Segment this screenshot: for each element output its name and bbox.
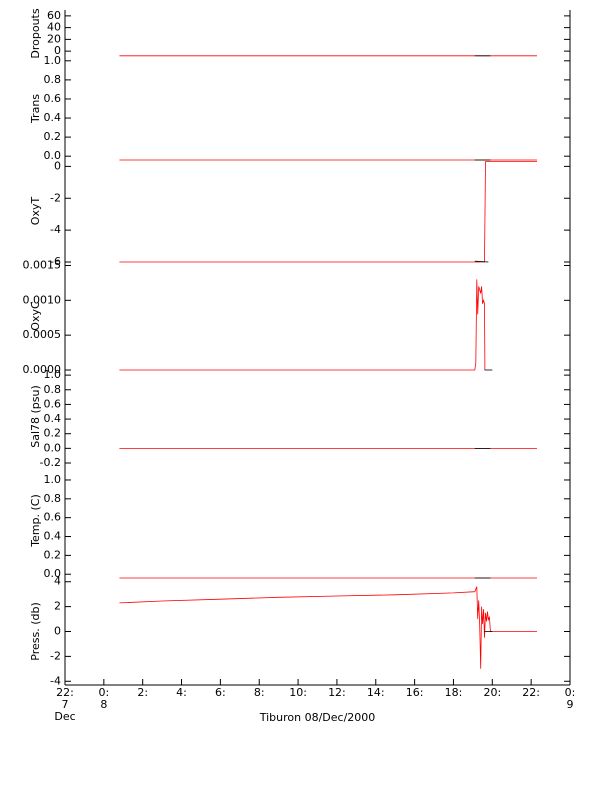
y-tick-label: 20 [47,32,61,45]
y-tick-label: -4 [50,674,61,687]
y-tick-label: 2 [54,600,61,613]
y-axis-label: Dropouts [29,8,42,58]
y-tick-label: 60 [47,9,61,22]
y-tick-label: -2 [50,191,61,204]
y-tick-label: -6 [50,255,61,268]
y-axis-label: OxyC [29,301,42,331]
date-label: 7 [62,698,69,711]
y-tick-label: 1.0 [44,368,62,381]
x-tick-label: 2: [137,686,148,699]
x-tick-label: 0: [565,686,576,699]
date-label: 8 [100,698,107,711]
y-tick-label: 0.0 [44,441,62,454]
date-label: 9 [567,698,574,711]
y-tick-label: 0.0010 [23,293,62,306]
y-tick-label: 0 [54,625,61,638]
x-axis-label: Tiburon 08/Dec/2000 [259,711,376,724]
y-tick-label: 0.2 [44,427,62,440]
y-tick-label: 0.2 [44,130,62,143]
y-tick-label: 0.0005 [23,328,62,341]
x-tick-label: 16: [406,686,424,699]
y-axis-label: Sal78 (psu) [29,385,42,448]
x-tick-label: 4: [176,686,187,699]
y-tick-label: 0.4 [44,530,62,543]
data-line [474,260,489,263]
y-tick-label: 0.6 [44,511,62,524]
y-tick-label: 0.6 [44,397,62,410]
y-tick-label: -4 [50,223,61,236]
y-tick-label: 0.2 [44,548,62,561]
y-tick-label: 0 [54,159,61,172]
y-axis-label: Trans [29,94,42,124]
x-tick-label: 22: [56,686,74,699]
x-tick-label: 10: [289,686,307,699]
y-tick-label: 1.0 [44,473,62,486]
y-tick-label: 0.0015 [23,258,62,271]
y-tick-label: 0.8 [44,383,62,396]
y-axis-label: Temp. (C) [29,494,42,548]
x-tick-label: 20: [483,686,501,699]
y-tick-label: 0.0000 [23,363,62,376]
y-tick-label: 0.6 [44,92,62,105]
y-tick-label: 0.8 [44,492,62,505]
y-tick-label: -2 [50,649,61,662]
data-line [119,161,537,263]
y-tick-label: 0.4 [44,412,62,425]
y-tick-label: 0 [54,44,61,57]
y-tick-label: 1.0 [44,54,62,67]
x-tick-label: 14: [367,686,385,699]
x-tick-label: 8: [254,686,265,699]
data-line [119,586,537,669]
x-tick-label: 0: [98,686,109,699]
y-tick-label: 4 [54,575,61,588]
x-tick-label: 6: [215,686,226,699]
y-tick-label: -0.2 [40,456,61,469]
y-axis-label: OxyT [29,197,42,226]
data-line [119,279,486,371]
y-tick-label: 0.8 [44,73,62,86]
x-tick-label: 18: [445,686,463,699]
x-tick-label: 22: [522,686,540,699]
x-tick-label: 12: [328,686,346,699]
y-tick-label: 0.0 [44,149,62,162]
y-axis-label: Press. (db) [29,602,42,661]
y-tick-label: 40 [47,21,61,34]
month-label: Dec [54,710,75,723]
y-tick-label: 0.0 [44,567,62,580]
y-tick-label: 0.4 [44,111,62,124]
